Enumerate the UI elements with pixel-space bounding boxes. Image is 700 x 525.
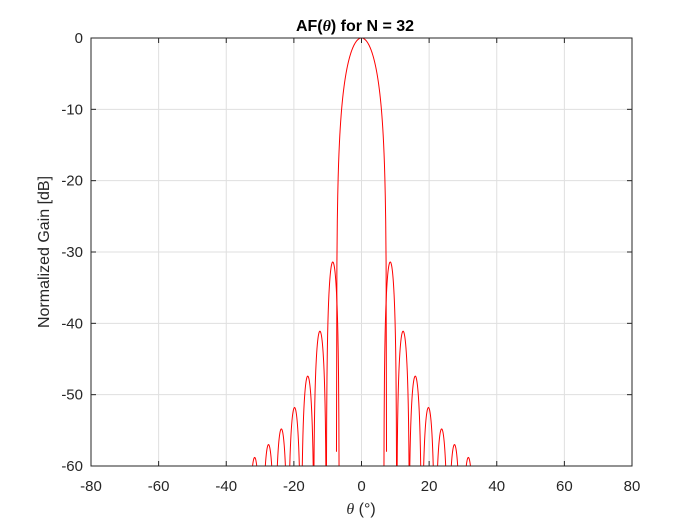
side-lobe bbox=[276, 428, 286, 466]
side-lobe bbox=[409, 375, 422, 466]
y-tick-label: -20 bbox=[61, 173, 83, 190]
x-tick-label: -40 bbox=[215, 478, 237, 495]
x-tick-label: 60 bbox=[556, 478, 573, 495]
x-axis-label: θ (°) bbox=[346, 501, 375, 518]
side-lobe bbox=[396, 330, 410, 466]
side-lobe bbox=[301, 375, 314, 466]
x-tick-label: -60 bbox=[148, 478, 170, 495]
side-lobe bbox=[465, 456, 471, 466]
side-lobe bbox=[252, 456, 258, 466]
side-lobe bbox=[437, 428, 447, 466]
y-tick-label: -10 bbox=[61, 101, 83, 118]
side-lobe bbox=[264, 444, 273, 466]
x-tick-label: -80 bbox=[80, 478, 102, 495]
side-lobe bbox=[383, 261, 398, 466]
x-tick-label: -20 bbox=[283, 478, 305, 495]
y-tick-label: -30 bbox=[61, 244, 83, 261]
x-tick-labels: -80 -60 -40 -20 0 20 40 60 80 bbox=[80, 478, 640, 495]
y-tick-label: 0 bbox=[75, 30, 83, 47]
side-lobe bbox=[289, 406, 300, 466]
side-lobe bbox=[313, 330, 327, 466]
series-layer bbox=[252, 38, 471, 466]
x-tick-label: 20 bbox=[421, 478, 438, 495]
side-lobe bbox=[450, 444, 459, 466]
side-lobe bbox=[423, 406, 434, 466]
ticks bbox=[90, 37, 633, 467]
side-lobe bbox=[325, 261, 340, 466]
y-tick-labels: 0 -10 -20 -30 -40 -50 -60 bbox=[61, 30, 83, 475]
y-axis-label: Normalized Gain [dB] bbox=[36, 176, 53, 328]
y-tick-label: -50 bbox=[61, 387, 83, 404]
y-tick-label: -60 bbox=[61, 458, 83, 475]
main-lobe bbox=[335, 38, 388, 452]
x-tick-label: 80 bbox=[624, 478, 641, 495]
y-tick-label: -40 bbox=[61, 315, 83, 332]
x-tick-label: 40 bbox=[488, 478, 505, 495]
x-tick-label: 0 bbox=[357, 478, 365, 495]
chart-title: AF(θ) for N = 32 bbox=[296, 18, 414, 35]
